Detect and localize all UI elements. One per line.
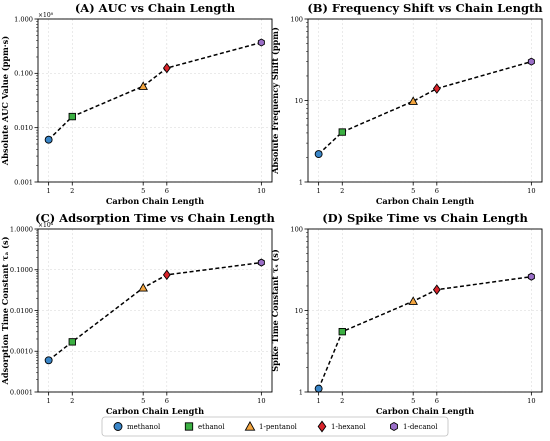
legend-marker-methanol xyxy=(113,422,123,431)
y-multiplier: ×10⁴ xyxy=(38,222,54,229)
legend-label: 1-hexanol xyxy=(331,423,366,431)
data-point-1-decanol xyxy=(527,272,535,281)
panel-spike: 1 10 100 1 2 5 6 10 (D) Spike Time vs Chain Leng… xyxy=(270,211,543,416)
x-tick-label: 10 xyxy=(527,397,535,405)
panel-frequency: 1 10 100 1 2 5 6 10 (B) Frequency Shift vs Chain… xyxy=(270,1,543,206)
y-axis-label: Absolute Frequency Shift (ppm) xyxy=(270,27,280,175)
data-point-1-pentanol xyxy=(408,296,418,305)
panel-auc: 0.001 0.010 0.100 1.000 1 2 5 6 10 ×10⁸ (A) AUC vs… xyxy=(0,1,273,206)
x-tick-label: 6 xyxy=(435,187,439,195)
y-tick-label: 0.1000 xyxy=(10,266,33,274)
panel-title: (A) AUC vs Chain Length xyxy=(75,1,236,15)
x-tick-label: 10 xyxy=(527,187,535,195)
data-point-ethanol xyxy=(338,327,346,336)
x-tick-label: 2 xyxy=(70,187,74,195)
x-tick-label: 2 xyxy=(340,187,344,195)
y-tick-label: 0.010 xyxy=(14,124,33,132)
legend-marker-1-decanol xyxy=(390,421,398,432)
legend-label: methanol xyxy=(127,423,161,431)
y-tick-label: 1 xyxy=(299,178,303,186)
y-tick-label: 0.0001 xyxy=(10,388,33,396)
y-axis-label: Absolute AUC Value (ppm·s) xyxy=(0,36,10,166)
legend: methanol ethanol 1-pentanol 1-hexanol 1-deca… xyxy=(101,416,449,437)
legend-marker-1-pentanol xyxy=(244,420,256,431)
x-tick-label: 6 xyxy=(165,397,169,405)
x-tick-label: 6 xyxy=(435,397,439,405)
x-tick-label: 2 xyxy=(70,397,74,405)
x-tick-label: 1 xyxy=(47,187,51,195)
legend-marker-ethanol xyxy=(184,422,194,431)
data-point-1-hexanol xyxy=(432,83,441,94)
y-tick-label: 100 xyxy=(290,225,303,233)
legend-label: ethanol xyxy=(198,423,225,431)
x-tick-label: 5 xyxy=(141,397,145,405)
data-point-ethanol xyxy=(338,128,346,136)
data-point-ethanol xyxy=(68,338,76,346)
y-tick-label: 0.0100 xyxy=(10,307,33,315)
x-tick-label: 6 xyxy=(165,187,169,195)
x-axis-label: Carbon Chain Length xyxy=(376,196,474,206)
y-tick-label: 1.000 xyxy=(14,15,33,23)
data-point-1-pentanol xyxy=(138,81,148,90)
y-tick-label: 10 xyxy=(295,307,303,315)
data-point-1-pentanol xyxy=(408,96,418,105)
x-axis-label: Carbon Chain Length xyxy=(106,406,204,416)
series-line xyxy=(317,275,532,389)
series-line xyxy=(318,60,532,155)
legend-marker-1-hexanol xyxy=(317,420,327,433)
y-tick-label: 100 xyxy=(290,15,303,23)
x-axis-label: Carbon Chain Length xyxy=(376,406,474,416)
legend-box xyxy=(101,416,449,437)
legend-label: 1-pentanol xyxy=(259,423,298,431)
data-point-1-decanol xyxy=(257,258,265,267)
x-tick-label: 5 xyxy=(411,397,415,405)
x-tick-label: 5 xyxy=(141,187,145,195)
y-tick-label: 10 xyxy=(295,97,303,105)
panel-title: (C) Adsorption Time vs Chain Length xyxy=(35,211,275,225)
legend-label: 1-decanol xyxy=(403,423,438,431)
data-point-1-hexanol xyxy=(162,62,171,74)
data-point-1-decanol xyxy=(527,57,535,66)
y-tick-label: 1 xyxy=(299,388,303,396)
x-tick-label: 5 xyxy=(411,187,415,195)
y-axis-label: Spike Time Constant τₛ (s) xyxy=(270,249,280,372)
y-axis-label: Adsorption Time Constant τₐ (s) xyxy=(0,236,10,385)
x-tick-label: 10 xyxy=(257,187,265,195)
x-tick-label: 2 xyxy=(340,397,344,405)
plot-frame xyxy=(37,18,273,183)
data-point-methanol xyxy=(44,135,53,144)
y-multiplier: ×10⁸ xyxy=(38,12,54,19)
data-point-1-decanol xyxy=(257,38,265,47)
data-point-1-hexanol xyxy=(162,269,171,281)
x-tick-label: 1 xyxy=(47,397,51,405)
data-point-1-hexanol xyxy=(432,284,441,296)
data-point-ethanol xyxy=(68,112,76,121)
x-tick-label: 1 xyxy=(317,397,321,405)
y-tick-label: 1.0000 xyxy=(10,225,33,233)
x-axis-label: Carbon Chain Length xyxy=(106,196,204,206)
series-line xyxy=(48,41,262,141)
data-point-methanol xyxy=(44,356,53,365)
x-tick-label: 1 xyxy=(317,187,321,195)
data-point-1-pentanol xyxy=(138,282,148,292)
panel-title: (D) Spike Time vs Chain Length xyxy=(322,211,528,225)
series-line xyxy=(48,261,262,361)
y-tick-label: 0.100 xyxy=(14,70,33,78)
y-tick-label: 0.001 xyxy=(14,178,33,186)
x-tick-label: 10 xyxy=(257,397,265,405)
panel-title: (B) Frequency Shift vs Chain Length xyxy=(307,1,543,15)
data-point-methanol xyxy=(314,384,323,393)
panel-adsorption: 0.0001 0.0010 0.0100 0.1000 1.0000 1 2 5 6 10 ×10⁴… xyxy=(0,211,275,416)
data-point-methanol xyxy=(314,150,323,159)
y-tick-label: 0.0010 xyxy=(10,348,33,356)
